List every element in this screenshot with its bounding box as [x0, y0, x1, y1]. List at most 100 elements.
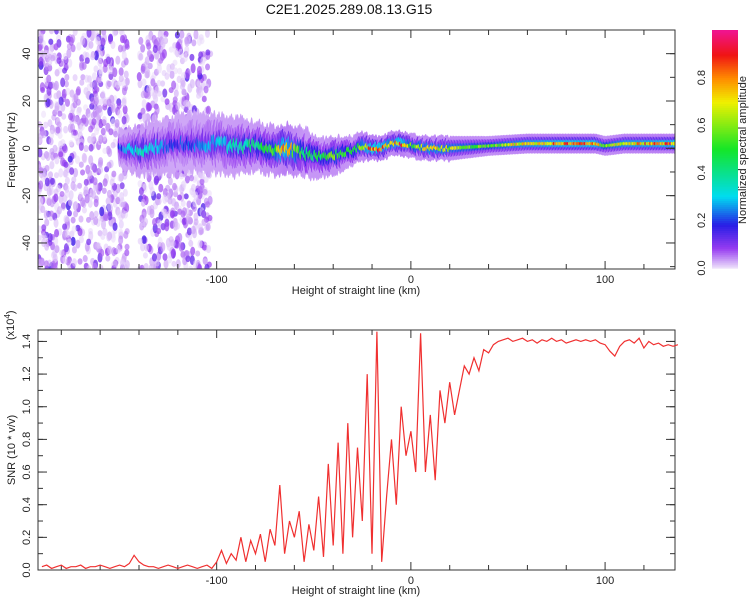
colorbar-cell — [712, 53, 738, 57]
noise-cell — [106, 98, 112, 107]
noise-cell — [54, 156, 60, 165]
colorbar-cell — [712, 111, 738, 114]
noise-cell — [184, 70, 190, 80]
noise-cell — [78, 161, 84, 168]
noise-cell — [49, 162, 55, 170]
noise-cell — [83, 144, 89, 153]
noise-cell — [74, 155, 80, 165]
colorbar-cell — [712, 97, 738, 101]
colorbar-cell — [712, 117, 738, 120]
noise-cell — [166, 243, 172, 251]
noise-cell — [54, 244, 60, 254]
noise-cell — [90, 132, 96, 142]
noise-cell — [102, 147, 108, 154]
noise-cell — [118, 67, 124, 76]
noise-cell — [86, 265, 92, 269]
noise-cell — [119, 182, 125, 190]
noise-cell — [193, 212, 199, 221]
colorbar-cell — [712, 81, 738, 85]
noise-cell — [149, 208, 155, 219]
colorbar-cell — [712, 133, 738, 136]
noise-cell — [137, 237, 143, 245]
colorbar-cell — [712, 39, 738, 43]
noise-cell — [156, 63, 162, 74]
noise-cell — [118, 74, 124, 83]
noise-cell — [98, 159, 104, 167]
noise-cell — [65, 87, 71, 96]
noise-cell — [170, 248, 176, 259]
colorbar-cell — [712, 254, 738, 257]
y-scale-label: (x104) — [3, 310, 17, 340]
noise-cell — [121, 50, 127, 60]
spectrogram-frame — [37, 29, 676, 270]
x-tick-label: 0 — [408, 274, 414, 286]
noise-cell — [167, 192, 173, 201]
colorbar-cell — [712, 129, 738, 132]
noise-cell — [106, 232, 112, 242]
colorbar-cell — [712, 79, 738, 83]
noise-cell — [107, 147, 113, 158]
noise-cell — [205, 222, 211, 231]
noise-cell — [93, 65, 99, 73]
colorbar-cell — [712, 170, 738, 174]
noise-cell — [76, 42, 82, 51]
noise-cell — [116, 209, 122, 219]
noise-cell — [88, 40, 94, 49]
noise-cell — [73, 210, 79, 218]
noise-cell — [111, 170, 117, 178]
colorbar-cell — [712, 210, 738, 214]
y-tick-label: 0 — [21, 145, 33, 151]
noise-cell — [38, 56, 44, 66]
noise-cell — [73, 167, 79, 178]
noise-cell — [196, 65, 202, 76]
noise-cell — [118, 228, 124, 237]
y-tick-label: 40 — [21, 48, 33, 60]
noise-cell — [112, 260, 118, 268]
colorbar-cell — [712, 266, 738, 269]
colorbar-cell — [712, 178, 738, 182]
colorbar-cell — [712, 232, 738, 235]
noise-cell — [69, 167, 75, 175]
noise-cell — [169, 63, 175, 70]
colorbar-cell — [712, 156, 738, 160]
colorbar-cell — [712, 192, 738, 196]
colorbar-cell — [712, 158, 738, 162]
noise-cell — [38, 258, 43, 267]
noise-cell — [64, 184, 70, 193]
noise-cell — [97, 165, 103, 174]
noise-cell — [62, 144, 68, 154]
noise-cell — [121, 115, 127, 125]
colorbar-cell — [712, 246, 738, 249]
noise-cell — [164, 98, 170, 106]
y-tick-label: 1.2 — [21, 366, 33, 381]
noise-cell — [38, 167, 44, 175]
noise-cell — [110, 118, 116, 127]
noise-cell — [121, 97, 127, 108]
colorbar-cell — [712, 30, 738, 33]
noise-cell — [189, 174, 195, 182]
noise-cell — [81, 207, 87, 214]
noise-cell — [154, 175, 160, 184]
noise-cell — [199, 178, 205, 186]
colorbar-cell — [712, 61, 738, 65]
noise-cell — [44, 177, 50, 187]
colorbar-cell — [712, 162, 738, 166]
noise-cell — [91, 118, 97, 126]
noise-cell — [114, 81, 120, 89]
noise-cell — [195, 250, 201, 257]
noise-cell — [203, 176, 209, 183]
noise-cell — [178, 48, 184, 59]
colorbar-cell — [712, 244, 738, 247]
y-tick-label: 20 — [21, 95, 33, 107]
noise-cell — [91, 190, 97, 199]
noise-cell — [97, 75, 103, 84]
noise-cell — [49, 129, 55, 140]
noise-cell — [140, 219, 146, 227]
colorbar-cell — [712, 91, 738, 95]
noise-cell — [124, 249, 130, 257]
noise-cell — [178, 241, 184, 252]
colorbar-cell — [712, 145, 738, 148]
noise-cell — [78, 215, 84, 223]
noise-cell — [150, 78, 156, 87]
colorbar-cell — [712, 63, 738, 67]
